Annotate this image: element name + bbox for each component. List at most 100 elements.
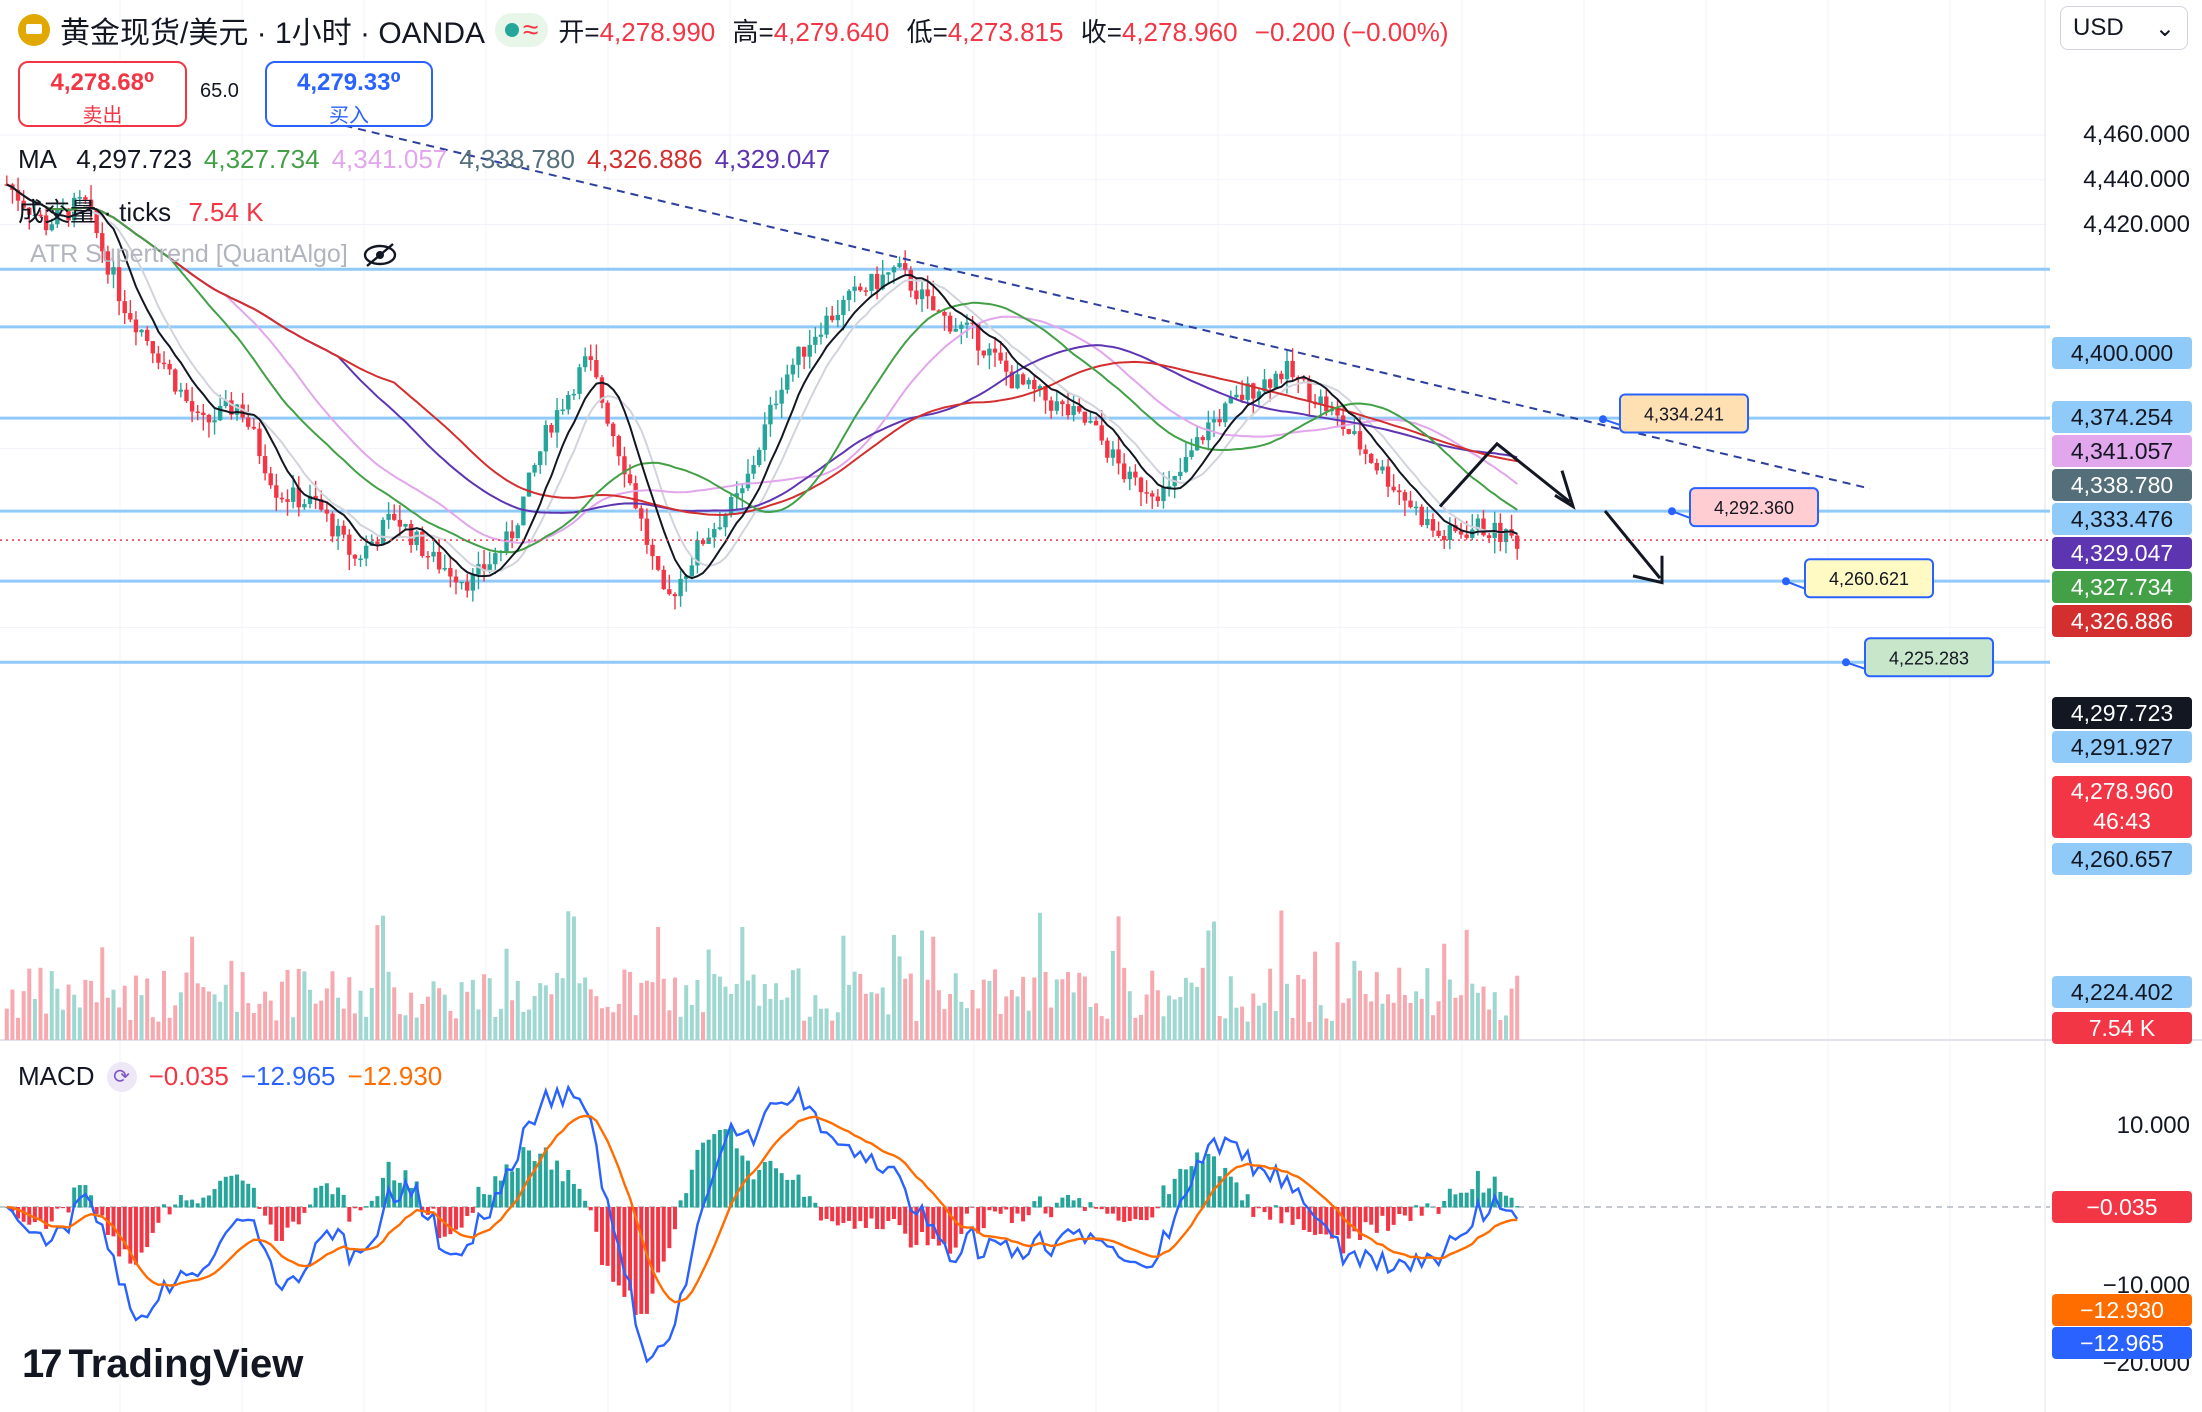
candle-body [285, 499, 290, 502]
candle-body [695, 540, 700, 566]
sell-price: 4,278.68⁰ [50, 69, 155, 96]
market-status-pill[interactable]: ≈ [495, 13, 549, 47]
volume-bar [122, 985, 127, 1040]
volume-bar [639, 982, 644, 1040]
volume-bar [1217, 1015, 1222, 1040]
macd-hist-bar [796, 1174, 801, 1208]
candle-body [1121, 463, 1127, 480]
callout-label: 4,334.241 [1644, 404, 1724, 424]
macd-hist-bar [729, 1126, 734, 1208]
macd-hist-bar [386, 1161, 391, 1208]
buy-label: 买入 [329, 105, 369, 127]
volume-bar [701, 1012, 706, 1040]
macd-hist-bar [178, 1195, 183, 1208]
macd-hist-bar [1386, 1207, 1391, 1231]
macd-hist-bar [1122, 1207, 1127, 1223]
macd-hist-bar [1251, 1207, 1256, 1217]
macd-hist-bar [257, 1207, 262, 1209]
macd-hist-bar [229, 1175, 234, 1208]
volume-bar [717, 976, 722, 1040]
volume-bar [1436, 1001, 1441, 1040]
volume-bar [1082, 976, 1087, 1040]
macd-hist-bar [678, 1200, 683, 1208]
volume-bar [925, 979, 930, 1040]
candle-body [1458, 531, 1464, 535]
macd-hist-bar [1341, 1207, 1346, 1254]
volume-bar [667, 1010, 672, 1040]
volume-bar [543, 985, 548, 1040]
volume-bar [1234, 1007, 1239, 1040]
candle-body [532, 465, 537, 473]
macd-hist-bar [785, 1179, 790, 1208]
macd-hist-bar [1268, 1207, 1273, 1220]
sell-button[interactable]: 4,278.68⁰ 卖出 [18, 61, 187, 127]
volume-bar [729, 993, 734, 1040]
candle-body [1234, 394, 1239, 398]
candle-body [1251, 383, 1256, 399]
candle-body [773, 403, 779, 406]
candle-body [678, 578, 683, 597]
candle-body [1430, 519, 1436, 531]
symbol-title[interactable]: 黄金现货/美元 · 1小时 · OANDA [60, 17, 486, 50]
price-badge-text: 4,260.657 [2070, 846, 2174, 872]
hidden-eye-icon[interactable] [362, 242, 398, 268]
candle-body [959, 324, 964, 329]
macd-hist-bar [1026, 1207, 1031, 1216]
supertrend-legend[interactable]: ATR Supertrend [QuantAlgo] [30, 240, 398, 269]
candle-body [94, 209, 99, 234]
trend-line [289, 111, 1871, 490]
volume-bar [521, 1011, 526, 1040]
macd-hist-bar [381, 1177, 385, 1208]
macd-legend[interactable]: MACD ⟳ −0.035 −12.965 −12.930 [18, 1061, 442, 1092]
candle-body [1374, 462, 1380, 471]
candle-body [1082, 411, 1088, 423]
candle-body [1155, 496, 1161, 502]
volume-bar [1402, 995, 1407, 1040]
volume-bar [1009, 989, 1014, 1040]
volume-bar [459, 982, 464, 1040]
macd-hist-bar [847, 1207, 852, 1221]
volume-bar [611, 1012, 616, 1040]
macd-hist-bar [1470, 1189, 1475, 1208]
candle-body [100, 233, 105, 252]
currency-select[interactable]: USD ⌄ [2060, 6, 2188, 50]
tradingview-logo[interactable]: 17 TradingView [22, 1342, 303, 1387]
volume-bar [886, 1014, 891, 1040]
volume-bar [538, 983, 543, 1040]
macd-hist-bar [897, 1207, 902, 1226]
volume-bar [1346, 998, 1351, 1040]
ma-legend[interactable]: MA 4,297.723 4,327.734 4,341.057 4,338.780 4… [18, 144, 854, 175]
candle-body [622, 456, 627, 475]
candle-body [1408, 500, 1413, 508]
candle-body [650, 544, 655, 557]
volume-bar [60, 1009, 65, 1040]
macd-hist-bar [510, 1171, 515, 1208]
macd-hist-bar [347, 1207, 352, 1222]
candle-body [841, 299, 846, 315]
macd-hist-bar [1374, 1207, 1379, 1233]
candle-body [886, 272, 891, 275]
candle-body [947, 315, 953, 332]
macd-hist-bar [515, 1168, 520, 1208]
volume-bar [987, 980, 992, 1040]
volume-legend[interactable]: 成交量 · ticks 7.54 K [18, 192, 264, 229]
price-badge-text: 4,297.723 [2070, 700, 2174, 726]
volume-bar [218, 1001, 223, 1040]
macd-hist-bar [1414, 1205, 1419, 1208]
macd-hist-bar [32, 1207, 37, 1223]
ma-line-black [6, 183, 1518, 580]
refresh-icon[interactable]: ⟳ [106, 1061, 137, 1092]
volume-bar [953, 973, 958, 1040]
candle-body [1436, 530, 1441, 536]
macd-hist-bar [1217, 1176, 1222, 1208]
price-tick-label: 4,420.000 [2083, 210, 2190, 238]
candle-body [813, 336, 818, 345]
volume-bar [487, 978, 492, 1040]
volume-bar [1475, 992, 1480, 1040]
callout-label: 4,260.621 [1829, 569, 1909, 589]
buy-button[interactable]: 4,279.33⁰ 买入 [265, 61, 433, 127]
volume-bar [931, 936, 936, 1040]
volume-bar [959, 1001, 964, 1040]
volume-bar [964, 1008, 969, 1040]
